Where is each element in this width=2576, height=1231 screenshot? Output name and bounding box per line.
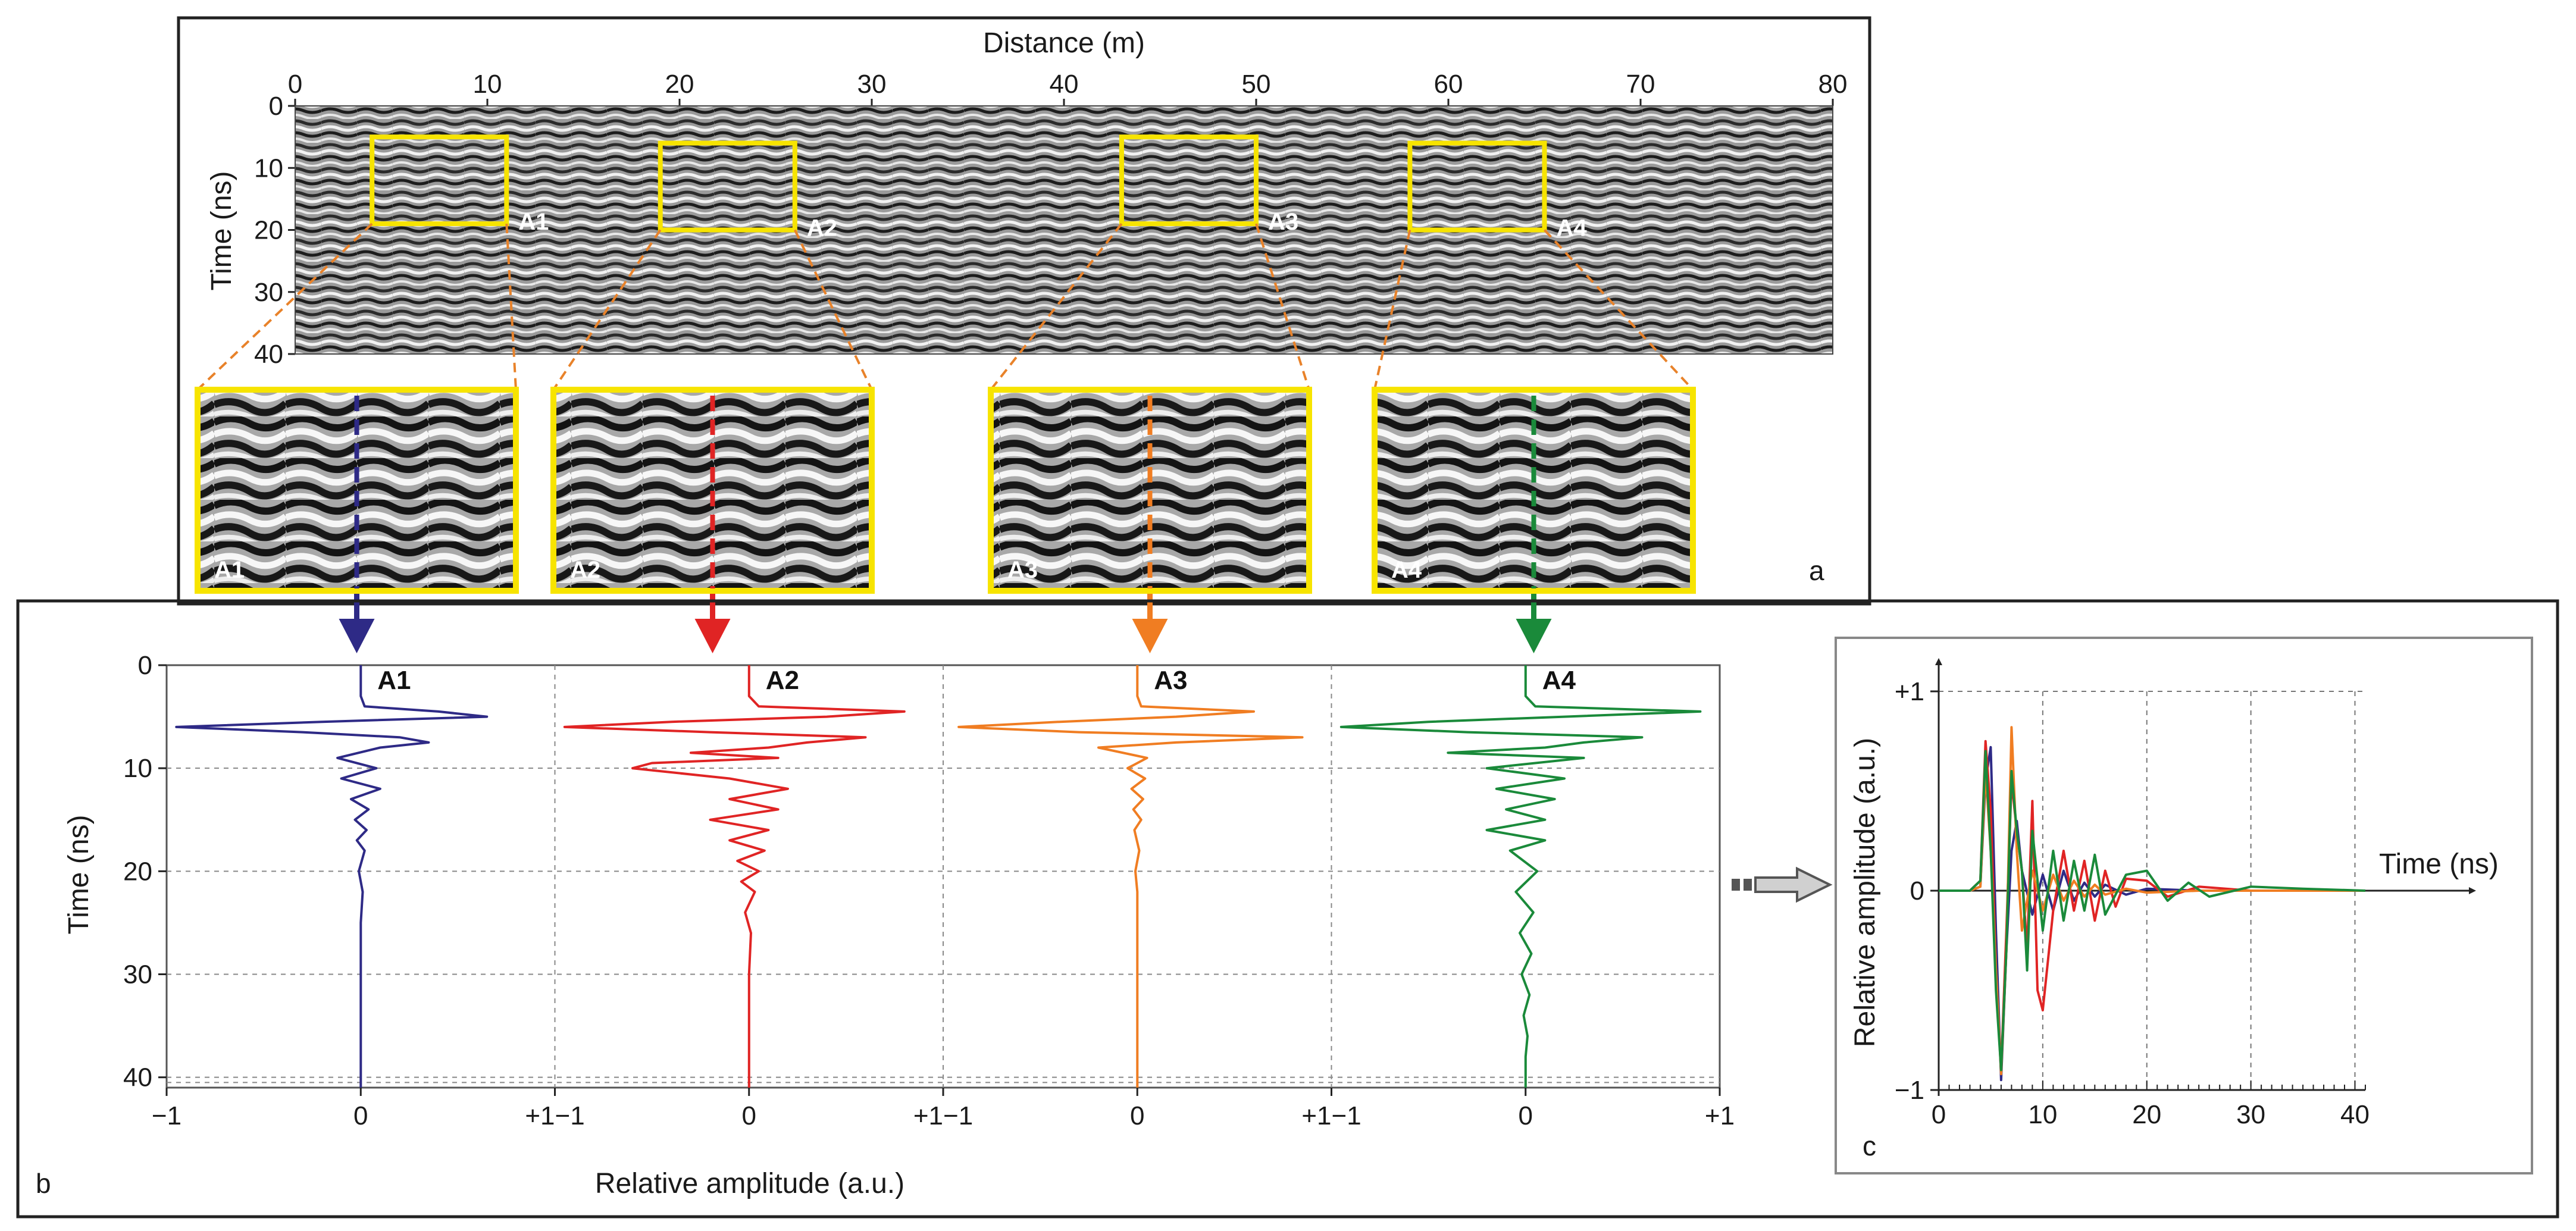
panel-a-y-tick-label: 40 (254, 340, 283, 369)
panel-a-x-tick-label: 40 (1050, 70, 1079, 99)
panel-b-y-axis-label: Time (ns) (63, 815, 95, 935)
highlight-label-a4: A4 (1557, 215, 1588, 242)
panel-a-x-ticks: 0 10 20 30 40 50 60 70 80 (288, 70, 1848, 106)
panel-b-trace-label-a1: A1 (377, 666, 411, 695)
panel-a-x-tick-label: 70 (1626, 70, 1655, 99)
panel-a-y-tick-label: 10 (254, 154, 283, 183)
down-arrow-head (1516, 619, 1552, 653)
zoom-leader-line (990, 223, 1123, 391)
panel-b-x-tick-label: −1 (152, 1101, 181, 1130)
zoom-leader-line (793, 229, 873, 390)
panel-a-x-tick-label: 0 (288, 70, 302, 99)
panel-b-x-tick-label: 0 (1519, 1101, 1533, 1130)
panel-b-x-tick-label: 0 (353, 1101, 368, 1130)
panel-b-x-tick-label: −1 (555, 1101, 585, 1130)
panel-c-frame (1835, 637, 2533, 1174)
panel-c-y-tick-label: −1 (1895, 1076, 1924, 1105)
zoom-leader-line (1373, 230, 1411, 390)
panel-b-x-tick-label: +1 (1301, 1101, 1331, 1130)
zoomed-insets: A1 A2 A3 A4 (195, 223, 1696, 653)
panel-b-x-tick-label: +1 (1705, 1101, 1735, 1130)
zoom-leader-line (552, 229, 662, 391)
panel-b-x-tick-label: −1 (943, 1101, 973, 1130)
down-arrow-head (339, 619, 375, 653)
zoom-inset-label: A4 (1391, 557, 1422, 583)
panel-b-x-tick-label: 0 (742, 1101, 756, 1130)
panel-c-y-tick-label: +1 (1895, 677, 1924, 706)
panel-b-x-axis-label: Relative amplitude (a.u.) (595, 1168, 904, 1199)
panel-b-x-tick-label: 0 (1130, 1101, 1144, 1130)
panel-b-y-tick-label: 40 (123, 1063, 152, 1092)
panel-b-y-tick-label: 30 (123, 960, 152, 989)
panel-b-y-tick-label: 20 (123, 857, 152, 886)
panel-a-y-axis-label: Time (ns) (206, 171, 237, 291)
panel-c-x-tick-label: 30 (2236, 1100, 2265, 1129)
panel-c-x-axis-label: Time (ns) (2379, 848, 2499, 880)
panel-b-x-tick-label: −1 (1332, 1101, 1361, 1130)
panel-c-letter: c (1863, 1130, 1876, 1161)
highlight-box-a1 (370, 134, 509, 227)
panel-b-y-tick-label: 10 (123, 754, 152, 783)
highlight-label-a1: A1 (518, 209, 549, 235)
panel-b-y-tick-label: 0 (138, 651, 152, 680)
panel-c-y-axis-label: Relative amplitude (a.u.) (1849, 738, 1881, 1047)
panel-b-trace-a1 (175, 665, 489, 1088)
panel-a-x-tick-label: 80 (1818, 70, 1848, 99)
panel-a-y-ticks: 0 10 20 30 40 (254, 92, 295, 369)
zoom-inset-a2 (550, 387, 875, 594)
radargram-border (295, 105, 1833, 355)
panel-b-frame (16, 599, 2559, 1219)
panel-b-letter: b (36, 1168, 51, 1199)
zoom-leader-line (196, 223, 373, 391)
panel-c-x-tick-label: 0 (1932, 1100, 1946, 1129)
down-arrow-head (1132, 619, 1168, 653)
panel-b-trace-label-a3: A3 (1154, 666, 1187, 695)
panel-b-trace-a2 (563, 665, 906, 1088)
panel-b-x-tick-label: +1 (525, 1101, 555, 1130)
panel-c-plot: 0 10 20 30 40 +1 0 −1 (1895, 658, 2476, 1129)
highlight-box-a4 (1407, 140, 1547, 233)
radargram-highlight-boxes: A1 A2 A3 A4 (370, 134, 1588, 242)
panel-a-x-tick-label: 30 (857, 70, 887, 99)
panel-a-x-tick-label: 10 (473, 70, 502, 99)
panel-a-y-tick-label: 30 (254, 278, 283, 307)
zoom-leader-line (1255, 223, 1310, 390)
panel-c-trace-a4 (1939, 750, 2366, 1072)
highlight-box-a3 (1119, 134, 1259, 227)
panel-a-x-tick-label: 50 (1242, 70, 1271, 99)
panel-b-trace-a4 (1339, 665, 1702, 1088)
panel-c-x-tick-label: 20 (2132, 1100, 2161, 1129)
zoom-inset-label: A1 (214, 557, 245, 583)
panel-b-x-tick-label: +1 (913, 1101, 943, 1130)
panel-c-y-tick-label: 0 (1910, 876, 1924, 906)
panel-a-x-axis-label: Distance (m) (983, 27, 1145, 59)
panel-a-frame (177, 16, 1871, 606)
panel-c-x-tick-label: 40 (2340, 1100, 2370, 1129)
down-arrow-head (694, 619, 731, 653)
panel-connector-arrow (1732, 866, 1833, 903)
panel-a-x-tick-label: 20 (665, 70, 694, 99)
highlight-label-a3: A3 (1268, 209, 1298, 235)
highlight-box-a2 (658, 140, 797, 233)
zoom-inset-label: A3 (1007, 557, 1038, 583)
highlight-label-a2: A2 (807, 215, 837, 242)
panel-c-x-tick-label: 10 (2028, 1100, 2057, 1129)
panel-a-letter: a (1809, 555, 1824, 586)
panel-b-trace-label-a4: A4 (1542, 666, 1576, 695)
panel-a-y-tick-label: 0 (269, 92, 283, 121)
panel-a-x-tick-label: 60 (1434, 70, 1463, 99)
zoom-leader-line (1544, 229, 1694, 391)
panel-b-trace-label-a2: A2 (766, 666, 799, 695)
panel-b-trace-a3 (957, 665, 1304, 1088)
zoom-leader-line (505, 223, 517, 390)
radargram-image (295, 106, 1833, 354)
zoom-inset-label: A2 (570, 557, 600, 583)
panel-a-y-tick-label: 20 (254, 216, 283, 245)
